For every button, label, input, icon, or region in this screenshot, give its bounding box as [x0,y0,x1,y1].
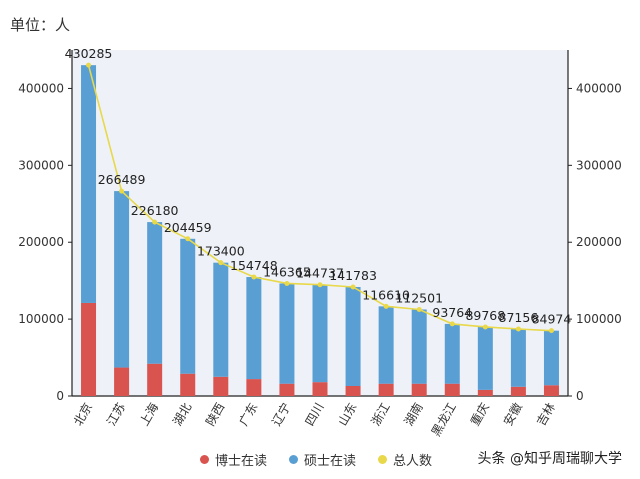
total-data-label: 93764 [432,305,472,320]
total-data-label: 146365 [263,264,311,279]
total-point [449,321,455,327]
x-tick-label: 江苏 [104,401,128,429]
y-tick-label-left: 100000 [18,312,64,326]
x-tick-label: 辽宁 [269,400,294,428]
watermark: 头条 @知乎周瑞聊大学 [473,447,626,469]
total-data-label: 226180 [131,203,179,218]
unit-label: 单位：人 [10,16,71,34]
legend-swatch-total [378,455,388,464]
bar-phd [477,389,493,396]
bar-phd [543,385,559,396]
legend-label-total: 总人数 [393,454,433,469]
total-point [185,236,191,242]
x-tick-label: 陕西 [202,400,227,428]
total-data-label: 112501 [395,290,443,305]
y-tick-label-right: 0 [576,389,584,403]
x-tick-label: 重庆 [468,401,492,429]
bar-master [543,330,559,386]
total-data-label: 116610 [362,287,410,302]
x-tick-label: 浙江 [369,401,393,429]
total-point [548,328,554,334]
bar-master [444,323,460,384]
y-tick-label-right: 400000 [576,81,622,95]
bar-master [81,65,97,303]
total-data-label: 141783 [329,268,377,283]
bar-master [411,309,427,384]
x-tick-label: 上海 [136,400,161,428]
bar-phd [81,302,97,396]
bar-phd [411,383,427,396]
total-point [119,188,125,194]
legend-label-phd: 博士在读 [215,454,268,469]
bar-master [378,306,394,384]
total-data-label: 89768 [465,308,505,323]
bar-master [246,277,262,380]
bar-phd [510,386,526,396]
total-point [350,284,356,290]
bar-phd [378,383,394,396]
y-tick-label-right: 300000 [576,158,622,172]
bar-master [114,191,130,368]
total-point [482,324,488,330]
total-point [383,303,389,309]
total-point [284,280,290,286]
legend: 博士在读 硕士在读 总人数 [200,450,432,469]
x-tick-label: 山东 [336,401,360,429]
bar-phd [114,367,130,396]
bar-phd [180,373,196,396]
x-tick-label: 北京 [71,401,95,429]
total-data-label: 154748 [230,258,278,273]
total-data-label: 266489 [98,172,146,187]
legend-swatch-phd [200,455,209,464]
bar-master [345,286,361,387]
x-tick-label: 安徽 [500,400,525,428]
total-data-label: 87156 [499,310,539,325]
x-tick-label: 广东 [236,401,260,429]
y-tick-label-right: 100000 [576,312,622,326]
bar-phd [312,382,328,396]
x-tick-label: 四川 [302,401,326,429]
y-tick-label-left: 400000 [18,81,64,95]
legend-swatch-master [289,455,299,464]
bar-phd [147,363,163,396]
bar-master [510,328,526,387]
legend-item-phd[interactable]: 博士在读 [200,450,267,469]
bar-master [477,326,493,390]
x-tick-label: 吉林 [534,401,558,429]
y-tick-label-left: 300000 [18,158,64,172]
total-data-label: 173400 [197,244,245,259]
total-point [86,62,92,68]
x-tick-label: 湖北 [169,400,194,428]
bar-phd [246,379,262,396]
total-point [515,326,521,332]
bar-phd [345,386,361,396]
bar-phd [279,383,295,396]
total-point [317,282,323,288]
x-tick-label: 黑龙江 [429,401,459,439]
bar-phd [444,383,460,396]
bar-master [279,283,295,384]
total-point [152,219,158,225]
total-data-label: 204459 [164,220,212,235]
bar-master [180,238,196,374]
total-data-label: 84974 [532,312,572,327]
bar-master [312,284,328,383]
bar-phd [213,376,229,396]
total-data-label: 430285 [65,46,113,61]
y-tick-label-right: 200000 [576,235,622,249]
y-tick-label-left: 0 [56,389,64,403]
total-point [218,260,224,266]
bar-master [147,222,163,364]
y-tick-label-left: 200000 [18,235,64,249]
legend-item-total[interactable]: 总人数 [378,450,432,469]
total-point [416,306,422,312]
total-data-label: 144737 [296,266,344,281]
bar-master [213,262,229,377]
legend-label-master: 硕士在读 [304,454,357,469]
total-point [251,274,257,280]
legend-item-master[interactable]: 硕士在读 [289,450,356,469]
x-tick-label: 湖南 [401,400,426,428]
